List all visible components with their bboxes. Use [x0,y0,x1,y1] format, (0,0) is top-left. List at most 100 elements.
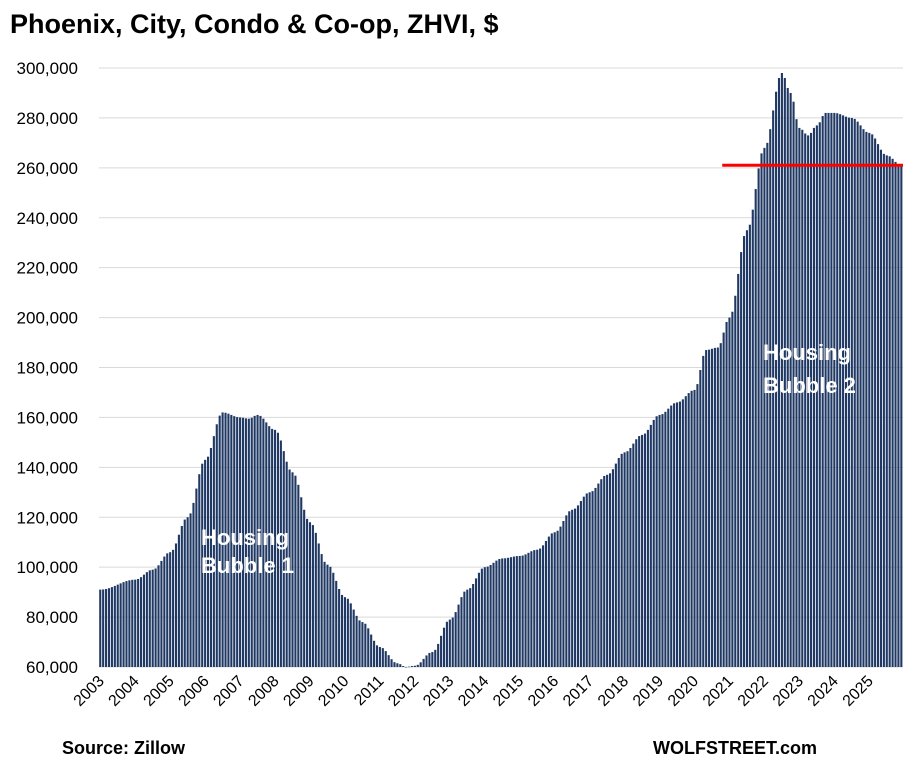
x-tick-label: 2024 [805,673,842,710]
bar [769,129,772,667]
bar [142,574,146,667]
x-tick-label: 2023 [770,673,807,710]
bar [856,121,859,667]
bar [282,451,285,667]
bar [148,570,151,667]
annotation-bubble-1-line-2: Bubble 1 [201,553,294,578]
bar [850,117,853,668]
bar [894,161,897,667]
bar [206,456,210,667]
bar [859,125,862,667]
bar [783,77,786,668]
bar [772,110,775,668]
bar [355,615,358,667]
bar [405,667,408,668]
bar [323,561,326,667]
bar [827,112,830,668]
bar [550,533,553,667]
bar [273,429,277,667]
bar [536,549,539,667]
bar [183,519,186,667]
bar [547,536,550,667]
bar [448,619,451,667]
bar [268,426,271,667]
bar [690,390,693,667]
bar [489,564,492,667]
bar [288,469,291,667]
y-tick-label: 140,000 [17,458,78,477]
bar [713,347,716,667]
bar [740,252,743,667]
bar [780,72,783,668]
bar [253,415,256,667]
bar [378,647,381,667]
bar [786,87,789,668]
y-tick-label: 100,000 [17,558,78,577]
bar [157,565,160,667]
bar [428,652,431,667]
bar [836,113,839,667]
bar [154,568,157,667]
bar [509,557,513,667]
bar [119,583,122,667]
x-tick-label: 2025 [840,673,877,710]
bar [611,469,615,667]
bar [658,414,661,667]
bar [702,355,705,667]
bar [160,560,163,667]
bar [897,164,900,667]
x-tick-label: 2011 [351,673,387,709]
bar [652,419,655,667]
bar [751,209,754,667]
bar [422,658,425,667]
bar [285,461,288,667]
bar [105,588,108,667]
bar [507,557,510,667]
bar [766,142,769,668]
bar [107,588,111,667]
bar [777,78,781,667]
bar [742,236,746,667]
bar [824,112,827,668]
bar [649,424,652,667]
bar [815,125,818,667]
bar [477,572,481,667]
x-axis-tick-labels: 2003200420052006200720082009201020112012… [71,673,877,710]
bar [871,134,874,667]
bar [102,589,105,667]
bar [209,447,213,667]
annotation-bubble-2-line-1: Housing [763,340,851,365]
grid-lines [99,67,903,668]
bar [638,436,641,667]
x-tick-label: 2004 [106,673,143,710]
bar [582,496,585,667]
bar [486,566,489,667]
bar [518,555,521,667]
bar [882,153,885,668]
bar [629,447,632,667]
bar [719,343,722,667]
bar [174,543,178,667]
bar [163,556,166,667]
bar [501,558,504,667]
x-tick-label: 2015 [490,673,527,710]
bar [442,627,446,667]
bar [571,509,574,667]
annotation-bubble-1-line-1: Housing [201,525,289,550]
bar [195,488,198,667]
bar [608,473,612,667]
bar [413,665,416,667]
bar [469,588,472,667]
bar [192,502,195,667]
bar [574,508,577,667]
bar [807,135,810,667]
bar [847,117,850,667]
y-tick-label: 160,000 [17,408,78,427]
bar [169,552,172,667]
bar [495,560,498,667]
bar [754,189,757,668]
bar [434,649,437,667]
bar [472,584,475,667]
x-tick-label: 2021 [700,673,737,710]
bar [699,370,702,667]
